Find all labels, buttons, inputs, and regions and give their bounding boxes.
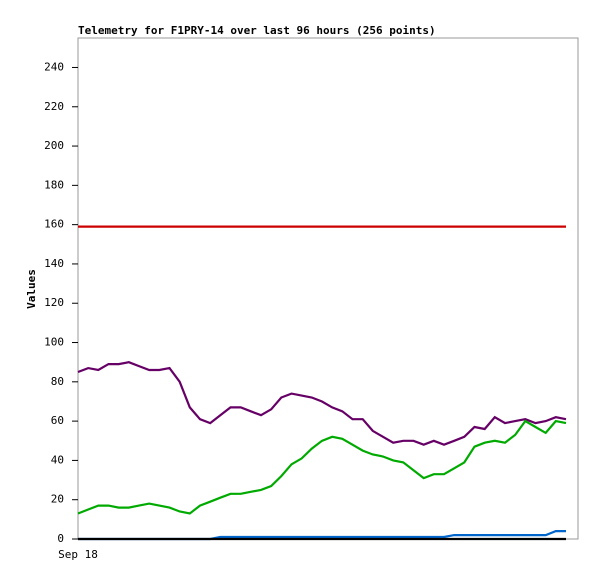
y-tick-label: 60 — [51, 414, 64, 427]
y-tick-label: 120 — [44, 296, 64, 309]
chart-title: Telemetry for F1PRY-14 over last 96 hour… — [78, 24, 436, 37]
y-tick-label: 40 — [51, 453, 64, 466]
y-tick-label: 0 — [57, 532, 64, 545]
y-tick-label: 100 — [44, 336, 64, 349]
y-tick-label: 20 — [51, 493, 64, 506]
x-tick-label: Sep 18 — [58, 548, 98, 561]
y-axis-label: Values — [25, 269, 38, 309]
y-tick-label: 220 — [44, 100, 64, 113]
y-tick-label: 180 — [44, 178, 64, 191]
y-tick-label: 80 — [51, 375, 64, 388]
y-tick-label: 140 — [44, 257, 64, 270]
plot-frame — [77, 37, 579, 540]
y-tick-label: 200 — [44, 139, 64, 152]
y-tick-label: 160 — [44, 218, 64, 231]
series-line — [77, 361, 567, 446]
y-tick-label: 240 — [44, 60, 64, 73]
series-line — [77, 419, 567, 515]
